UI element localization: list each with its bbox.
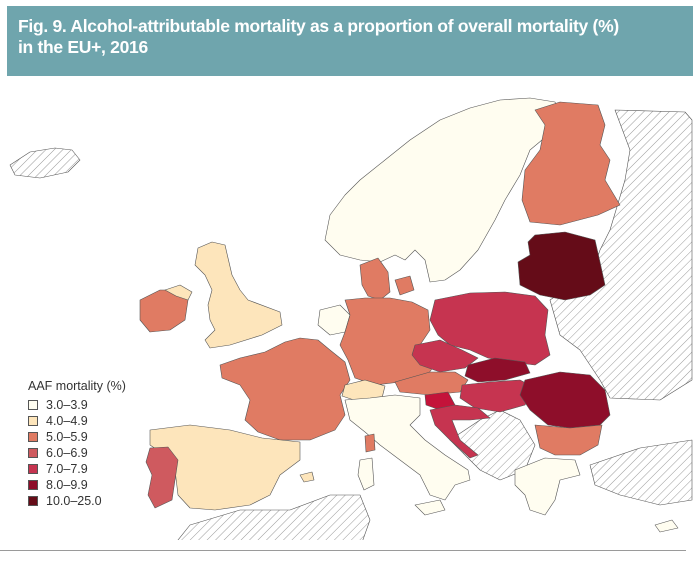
figure-header: Fig. 9. Alcohol-attributable mortality a… (7, 6, 693, 76)
region-norway-sweden (324, 97, 561, 283)
region-russia-belarus-ukraine (549, 109, 693, 401)
legend-label: 6.0–6.9 (46, 446, 88, 460)
legend-swatch (28, 480, 38, 490)
legend-item: 10.0–25.0 (28, 493, 126, 509)
region-romania (519, 371, 611, 429)
legend-label: 5.0–5.9 (46, 430, 88, 444)
legend-swatch (28, 400, 38, 410)
region-france (219, 337, 351, 441)
region-iceland (9, 147, 81, 179)
legend-swatch (28, 448, 38, 458)
legend-swatch (28, 416, 38, 426)
legend-item: 5.0–5.9 (28, 429, 126, 445)
region-north-africa (177, 494, 371, 540)
figure-title-line-1: Fig. 9. Alcohol-attributable mortality a… (18, 16, 619, 36)
region-germany (339, 297, 436, 386)
region-sardinia (357, 457, 375, 491)
figure-title-line-2: in the EU+, 2016 (18, 37, 148, 57)
region-portugal (145, 446, 179, 509)
region-uk (194, 241, 283, 349)
legend-item: 3.0–3.9 (28, 397, 126, 413)
legend-item: 6.0–6.9 (28, 445, 126, 461)
legend-item: 4.0–4.9 (28, 413, 126, 429)
legend-item: 7.0–7.9 (28, 461, 126, 477)
region-slovakia (464, 357, 531, 383)
region-finland (521, 101, 621, 226)
legend-label: 8.0–9.9 (46, 478, 88, 492)
region-northern-ireland (164, 284, 193, 301)
legend-label: 10.0–25.0 (46, 494, 102, 508)
region-bulgaria (534, 424, 603, 456)
legend-swatch (28, 496, 38, 506)
region-hungary (459, 379, 536, 413)
bottom-divider (0, 550, 686, 551)
legend-item: 8.0–9.9 (28, 477, 126, 493)
region-baltics (517, 231, 606, 301)
legend-label: 3.0–3.9 (46, 398, 88, 412)
region-corsica (364, 433, 376, 453)
legend-title: AAF mortality (%) (28, 379, 126, 393)
region-denmark (359, 257, 415, 301)
region-croatia (429, 404, 491, 459)
region-balearics (299, 471, 315, 483)
region-turkey (589, 439, 693, 506)
region-czechia (411, 339, 479, 373)
region-poland (429, 291, 551, 366)
region-cyprus (654, 519, 679, 533)
legend-swatch (28, 432, 38, 442)
region-italy (344, 394, 471, 501)
legend-swatch (28, 464, 38, 474)
map-legend: AAF mortality (%) 3.0–3.9 4.0–4.9 5.0–5.… (28, 379, 126, 509)
region-sicily (414, 499, 446, 516)
legend-label: 4.0–4.9 (46, 414, 88, 428)
region-greece (514, 457, 581, 516)
europe-map (9, 97, 693, 540)
legend-label: 7.0–7.9 (46, 462, 88, 476)
region-balkans-nonEU (449, 409, 536, 481)
